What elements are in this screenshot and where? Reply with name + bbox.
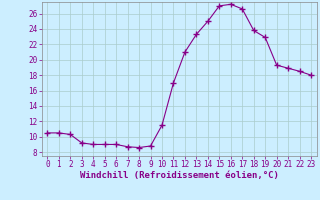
X-axis label: Windchill (Refroidissement éolien,°C): Windchill (Refroidissement éolien,°C) xyxy=(80,171,279,180)
